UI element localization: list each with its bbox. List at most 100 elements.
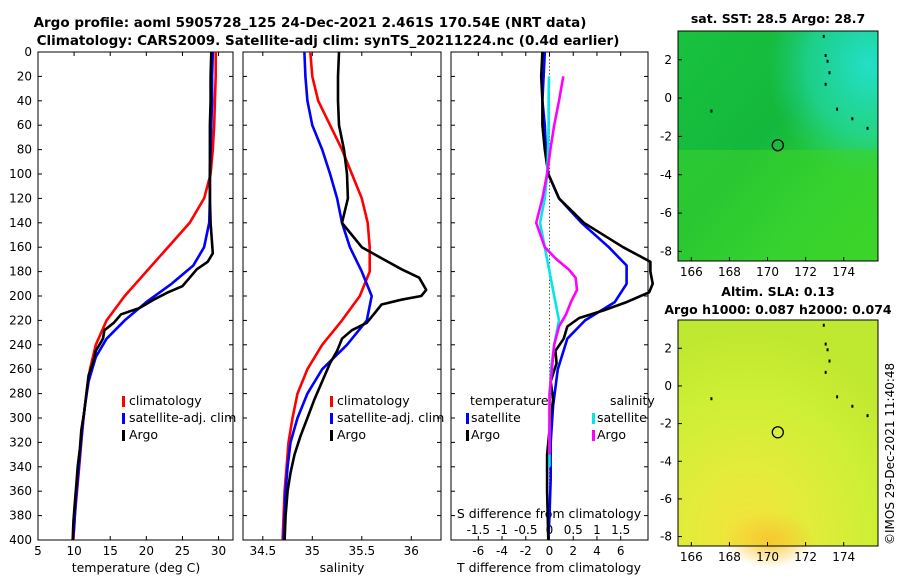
depth-tick-label: 160	[9, 240, 32, 254]
series-line-temperature-satellite	[541, 51, 628, 541]
island-marker	[851, 404, 854, 408]
map-y-tick-label: -6	[660, 206, 672, 220]
sla-map-subtitle: Argo h1000: 0.087 h2000: 0.074	[664, 302, 892, 317]
legend-swatch-satellite	[330, 413, 333, 424]
sst-map: sat. SST: 28.5 Argo: 28.7 166 168 170 172 17…	[660, 11, 879, 279]
title-line2: Climatology: CARS2009. Satellite-adj cli…	[37, 33, 620, 49]
depth-tick-label: 40	[17, 94, 32, 108]
island-marker	[822, 34, 825, 38]
sla-field	[678, 320, 878, 546]
map-x-tick-label: 174	[832, 265, 855, 279]
s-diff-tick-label: 1	[593, 523, 601, 537]
temperature-legend: climatology satellite-adj. clim Argo	[122, 393, 236, 442]
island-marker	[836, 107, 839, 111]
argo-location-marker	[771, 139, 784, 152]
island-marker	[866, 126, 869, 130]
map-y-tick-label: 0	[664, 379, 672, 393]
map-x-tick-label: 168	[718, 550, 741, 564]
s-diff-tick-label: -0.5	[514, 523, 537, 537]
x-tick-label: 35.5	[348, 544, 375, 558]
depth-tick-label: 360	[9, 484, 32, 498]
temperature-panel: temperature (deg C) climatology satellit…	[34, 51, 236, 575]
depth-tick-label: 80	[17, 143, 32, 157]
island-marker	[824, 370, 827, 374]
legend-swatch-climatology	[122, 396, 125, 407]
series-line-salinity-argo	[534, 76, 579, 455]
sst-map-title: sat. SST: 28.5 Argo: 28.7	[691, 11, 865, 26]
x-tick-label: 4	[593, 544, 601, 558]
depth-tick-label: 340	[9, 460, 32, 474]
map-x-tick-label: 170	[756, 550, 779, 564]
x-tick-label: 25	[175, 544, 190, 558]
legend-group-salinity: salinity	[610, 393, 655, 408]
island-marker	[828, 359, 831, 363]
depth-tick-label: 0	[24, 45, 32, 59]
depth-tick-label: 20	[17, 69, 32, 83]
map-y-tick-label: -4	[660, 168, 672, 182]
temperature-xlabel: temperature (deg C)	[72, 560, 201, 575]
depth-tick-label: 300	[9, 411, 32, 425]
legend-swatch-climatology	[330, 396, 333, 407]
series-line-climatology	[72, 52, 217, 541]
island-marker	[710, 397, 713, 401]
island-marker	[826, 59, 829, 63]
difference-legend: temperature satellite Argo salinity sate…	[466, 393, 655, 442]
map-x-tick-label: 168	[718, 265, 741, 279]
x-tick-label: -4	[496, 544, 508, 558]
series-line-climatology	[281, 51, 372, 541]
x-tick-label: 6	[617, 544, 625, 558]
map-x-tick-label: 172	[794, 550, 817, 564]
depth-tick-label: 400	[9, 533, 32, 547]
s-diff-tick-label: -1	[496, 523, 508, 537]
series-line-argo	[283, 51, 428, 541]
island-marker	[824, 82, 827, 86]
map-x-tick-label: 166	[680, 265, 703, 279]
legend-label-argo: Argo	[337, 427, 366, 442]
legend-swatch-satellite	[122, 413, 125, 424]
depth-tick-label: 60	[17, 118, 32, 132]
depth-tick-label: 240	[9, 338, 32, 352]
depth-tick-label: 200	[9, 289, 32, 303]
sst-map-frame	[677, 30, 879, 262]
island-marker	[826, 348, 829, 352]
salinity-legend: climatology satellite-adj. clim Argo	[330, 393, 444, 442]
map-y-tick-label: 2	[664, 341, 672, 355]
map-y-tick-label: -2	[660, 129, 672, 143]
x-tick-label: 0	[546, 544, 554, 558]
island-marker	[828, 71, 831, 75]
x-tick-label: 36	[404, 544, 419, 558]
legend-label-climatology: climatology	[129, 393, 202, 408]
depth-tick-label: 320	[9, 435, 32, 449]
map-y-tick-label: -8	[660, 530, 672, 544]
depth-tick-label: 380	[9, 509, 32, 523]
depth-tick-label: 220	[9, 313, 32, 327]
difference-panel: T difference from climatology S differen…	[450, 51, 655, 575]
sla-high-region	[725, 512, 815, 568]
depth-axis: 0 20 40 60 80 100 120 140 160 180 200 220 240 260 280 3…	[9, 45, 648, 547]
depth-tick-label: 140	[9, 216, 32, 230]
legend-label-temp-argo: Argo	[471, 427, 500, 442]
series-line-temperature-argo	[539, 51, 655, 541]
x-tick-label: 15	[103, 544, 118, 558]
legend-swatch-temp-satellite	[466, 413, 469, 424]
sla-map-title: Altim. SLA: 0.13	[721, 284, 834, 299]
series-line-satellite-adj-clim	[71, 51, 215, 541]
salinity-panel: salinity climatology satellite-adj. clim…	[242, 51, 444, 575]
x-tick-label: 10	[66, 544, 81, 558]
legend-swatch-sal-satellite	[592, 413, 595, 424]
temperature-frame	[37, 51, 234, 541]
title-line1: Argo profile: aoml 5905728_125 24-Dec-20…	[34, 15, 587, 31]
sla-map-frame	[677, 319, 879, 547]
legend-label-climatology: climatology	[337, 393, 410, 408]
island-marker	[866, 414, 869, 418]
legend-swatch-temp-argo	[466, 430, 469, 441]
map-y-tick-label: -8	[660, 244, 672, 258]
map-x-tick-label: 166	[680, 550, 703, 564]
island-marker	[836, 395, 839, 399]
series-line-argo	[71, 51, 215, 541]
t-difference-xlabel: T difference from climatology	[456, 560, 642, 575]
s-diff-tick-label: 1.5	[611, 523, 630, 537]
legend-group-temperature: temperature	[470, 393, 549, 408]
argo-location-marker	[771, 426, 784, 439]
